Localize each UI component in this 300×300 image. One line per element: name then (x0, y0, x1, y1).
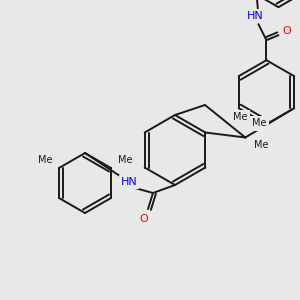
Text: O: O (282, 26, 291, 36)
Text: Me: Me (254, 140, 268, 151)
Text: Me: Me (252, 118, 267, 128)
Text: Me: Me (38, 155, 52, 165)
Text: O: O (140, 214, 148, 224)
Text: Me: Me (233, 112, 247, 122)
Text: HN: HN (121, 177, 137, 187)
Text: HN: HN (247, 11, 264, 21)
Text: Me: Me (118, 155, 132, 165)
